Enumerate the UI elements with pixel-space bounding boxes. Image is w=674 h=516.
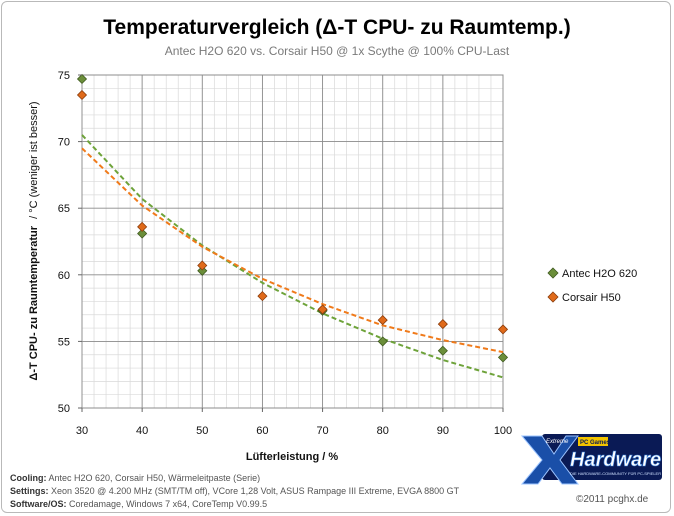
logo-main-text: Hardware	[570, 449, 661, 471]
trendline-series-1	[81, 147, 504, 354]
legend-marker-corsair	[547, 291, 559, 303]
y-axis-label: Δ-T CPU- zu Raumtemperatur / °C (weniger…	[28, 101, 40, 380]
trendline-series-0	[81, 134, 504, 379]
x-axis-label: Lüfterleistung / %	[246, 451, 339, 463]
major-grid	[81, 74, 504, 409]
footer-software-value: Coredamage, Windows 7 x64, CoreTemp V0.9…	[69, 499, 268, 509]
logo-badge	[578, 437, 608, 446]
legend-marker-antec	[547, 267, 559, 279]
data-point-series-0	[497, 352, 509, 363]
footer-cooling-label: Cooling:	[10, 473, 47, 483]
x-tick-label: 100	[494, 425, 512, 437]
x-tick-label: 90	[437, 425, 449, 437]
data-point-series-1	[377, 315, 388, 326]
pcghx-logo: Extreme PC Games Hardware DIE HARDWARE-C…	[520, 434, 662, 485]
x-tick-label: 50	[196, 425, 208, 437]
data-point-series-0	[197, 265, 208, 276]
y-axis-label-main: Δ-T CPU- zu Raumtemperatur	[28, 225, 40, 380]
x-tick-label: 80	[377, 425, 389, 437]
y-axis-label-unit: / °C (weniger ist besser)	[28, 101, 40, 219]
footer-cooling-value: Antec H2O 620, Corsair H50, Wärmeleitpas…	[48, 473, 261, 483]
data-point-series-0	[137, 228, 148, 239]
footer-cooling: Cooling: Antec H2O 620, Corsair H50, Wär…	[10, 473, 260, 483]
data-point-series-0	[76, 73, 88, 85]
data-point-series-0	[437, 345, 448, 356]
x-axis-ticks: 30 40 50 60 70 80 90 100	[76, 408, 512, 437]
footer-settings-value: Xeon 3520 @ 4.200 MHz (SMT/TM off), VCor…	[51, 486, 460, 496]
data-point-series-1	[76, 89, 88, 101]
data-point-series-1	[497, 324, 509, 335]
legend-label-corsair: Corsair H50	[562, 292, 621, 304]
y-axis-ticks: 50 55 60 65 70 75	[58, 70, 82, 415]
footer-settings: Settings: Xeon 3520 @ 4.200 MHz (SMT/TM …	[10, 486, 459, 496]
legend: Antec H2O 620 Corsair H50	[547, 267, 637, 304]
y-tick-label: 70	[58, 137, 70, 149]
legend-item-corsair: Corsair H50	[547, 291, 621, 304]
data-point-series-0	[377, 336, 388, 347]
x-tick-label: 60	[256, 425, 268, 437]
copyright-text: ©2011 pcghx.de	[576, 494, 649, 505]
data-point-series-1	[257, 291, 268, 302]
x-tick-label: 40	[136, 425, 148, 437]
logo-tagline: DIE HARDWARE-COMMUNITY FÜR PC-SPIELER	[570, 471, 661, 476]
data-points	[76, 73, 509, 363]
logo-badge-text: PC Games	[580, 440, 611, 446]
footer-software: Software/OS: Coredamage, Windows 7 x64, …	[10, 499, 267, 509]
logo-background	[542, 434, 662, 480]
legend-item-antec: Antec H2O 620	[547, 267, 637, 280]
y-tick-label: 60	[58, 270, 70, 282]
chart-title: Temperaturvergleich (Δ-T CPU- zu Raumtem…	[103, 16, 571, 39]
x-tick-label: 30	[76, 425, 88, 437]
data-point-series-1	[197, 260, 208, 271]
footer-settings-label: Settings:	[10, 486, 49, 496]
legend-label-antec: Antec H2O 620	[562, 268, 637, 280]
data-point-series-1	[317, 304, 328, 315]
logo-x-icon	[520, 435, 579, 485]
logo-top-text: Extreme	[546, 439, 569, 445]
y-tick-label: 50	[58, 403, 70, 415]
data-point-series-1	[437, 319, 448, 330]
footer-software-label: Software/OS:	[10, 499, 67, 509]
data-point-series-1	[137, 221, 148, 232]
y-tick-label: 55	[58, 336, 70, 348]
y-tick-label: 75	[58, 70, 70, 82]
trendlines	[81, 134, 504, 379]
chart-subtitle: Antec H2O 620 vs. Corsair H50 @ 1x Scyth…	[164, 44, 510, 58]
x-tick-label: 70	[316, 425, 328, 437]
y-tick-label: 65	[58, 203, 70, 215]
